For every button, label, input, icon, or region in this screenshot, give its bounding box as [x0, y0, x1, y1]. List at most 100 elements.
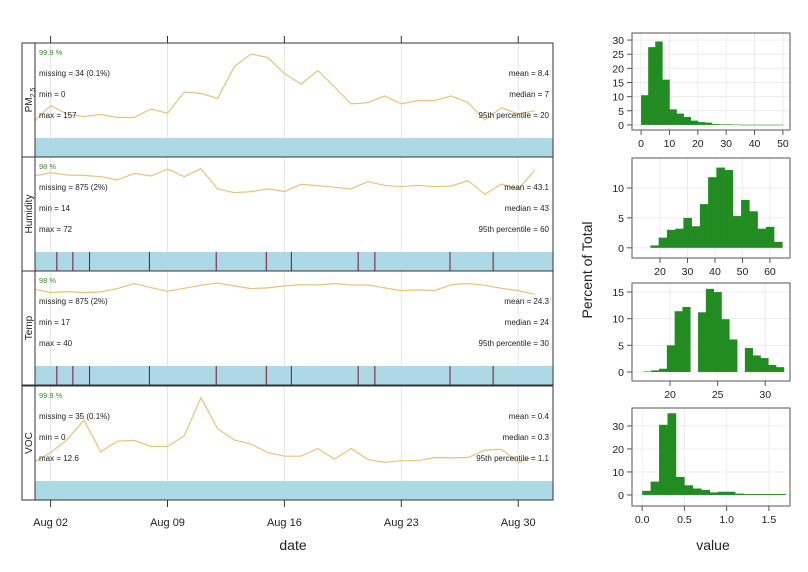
histogram-bar — [674, 311, 683, 372]
y-tick-label: 15 — [612, 287, 624, 299]
histogram-bar — [716, 167, 725, 248]
y-tick-label: 0 — [618, 490, 624, 502]
x-tick-label: 0.5 — [677, 514, 692, 526]
stat-median: median = 43 — [505, 204, 550, 213]
percent-complete: 99.9 % — [39, 391, 63, 400]
histogram-bar — [666, 229, 676, 248]
x-tick-label: 30 — [759, 389, 771, 401]
histogram-bar — [768, 124, 777, 126]
histogram-bar — [683, 217, 692, 248]
histogram-bar — [641, 95, 649, 125]
histogram-bar — [724, 169, 734, 248]
histogram-frame — [631, 282, 791, 382]
data-capture-bar — [35, 138, 553, 157]
stat-missing: missing = 34 (0.1%) — [39, 69, 110, 78]
histogram-frame — [631, 407, 791, 507]
y-tick-label: 20 — [612, 63, 624, 75]
y-tick-label: 5 — [618, 106, 624, 118]
y-axis-title-percent: Percent of Total — [579, 221, 595, 318]
y-tick-label: 30 — [612, 35, 624, 47]
histogram-bar — [642, 490, 651, 495]
stat-max: max = 157 — [39, 111, 77, 120]
x-tick-label: Aug 02 — [33, 517, 68, 529]
histogram-bar — [655, 41, 663, 125]
histogram-bar — [684, 485, 694, 495]
stat-median: median = 0.3 — [503, 433, 550, 442]
histogram-bar — [719, 124, 727, 125]
histogram-bar — [708, 177, 717, 248]
histogram-bar — [757, 228, 767, 248]
histogram-bar — [718, 491, 727, 495]
histogram-bar — [774, 241, 783, 248]
stat-missing: missing = 875 (2%) — [39, 297, 108, 306]
histogram-bar — [721, 319, 730, 372]
stat-min: min = 14 — [39, 204, 70, 213]
x-tick-label: 20 — [692, 138, 704, 150]
strip-label-humidity: Humidity — [24, 195, 35, 234]
y-tick-label: 10 — [612, 467, 624, 479]
histogram-bar — [666, 345, 675, 372]
data-capture-bar — [35, 252, 553, 271]
histogram-bar — [760, 494, 770, 495]
histogram-bar — [643, 371, 652, 372]
histogram-bar — [683, 116, 692, 125]
strip-label-subscript: 2.5 — [30, 88, 37, 98]
stat-mean: mean = 8.4 — [509, 69, 550, 78]
stat-max: max = 40 — [39, 339, 73, 348]
panel-frame — [34, 270, 554, 386]
histogram-bar — [667, 413, 677, 495]
y-tick-label: 10 — [612, 314, 624, 326]
stat-95th-percentile: 95th percentile = 20 — [479, 111, 550, 120]
histogram-bar — [690, 120, 699, 125]
histogram-bar — [676, 113, 684, 125]
histogram-bar — [692, 488, 702, 495]
histogram-bar — [751, 494, 761, 495]
y-tick-label: 0 — [618, 243, 624, 255]
stat-missing: missing = 875 (2%) — [39, 183, 108, 192]
stat-mean: mean = 0.4 — [509, 412, 550, 421]
y-tick-label: 5 — [618, 213, 624, 225]
stat-min: min = 0 — [39, 90, 66, 99]
histogram-bar — [699, 204, 709, 248]
stat-max: max = 72 — [39, 225, 73, 234]
x-tick-label: Aug 16 — [267, 517, 302, 529]
histogram-bar — [658, 237, 668, 248]
histogram-bar — [675, 477, 685, 495]
histogram-bar — [704, 122, 713, 125]
histogram-bar — [726, 124, 734, 125]
histogram-bar — [776, 367, 785, 372]
histogram-bar — [768, 494, 778, 495]
histogram-bar — [675, 228, 684, 248]
histogram-bar — [741, 199, 750, 248]
histogram-frame — [631, 32, 791, 131]
x-tick-label: 25 — [712, 389, 724, 401]
panel-frame — [34, 385, 554, 501]
daily-mean-line — [33, 396, 536, 463]
histogram-bar — [735, 493, 744, 495]
stat-max: max = 12.6 — [39, 454, 79, 463]
y-tick-label: 25 — [612, 49, 624, 61]
x-tick-label: 1.5 — [762, 514, 777, 526]
percent-complete: 98 % — [39, 276, 56, 285]
x-tick-label: Aug 09 — [150, 517, 185, 529]
histogram-bar — [729, 339, 738, 372]
histogram-bar — [775, 124, 784, 126]
x-tick-label: 40 — [749, 138, 761, 150]
x-tick-label: 20 — [654, 266, 666, 278]
x-tick-label: 10 — [664, 138, 676, 150]
histogram-bar — [648, 47, 656, 125]
histogram-bar — [662, 79, 670, 125]
strip-label-temp: Temp — [24, 315, 35, 340]
histogram-bar — [747, 124, 755, 126]
histogram-bar — [765, 226, 775, 248]
x-tick-label: 50 — [777, 138, 789, 150]
y-tick-label: 0 — [618, 367, 624, 379]
stat-mean: mean = 43.1 — [504, 183, 549, 192]
histogram-bar — [697, 122, 706, 125]
y-tick-label: 30 — [612, 421, 624, 433]
histogram-bar — [698, 312, 707, 372]
x-tick-label: 1.0 — [719, 514, 734, 526]
x-tick-label: Aug 23 — [384, 517, 419, 529]
y-tick-label: 20 — [612, 444, 624, 456]
histogram-bar — [709, 492, 719, 495]
